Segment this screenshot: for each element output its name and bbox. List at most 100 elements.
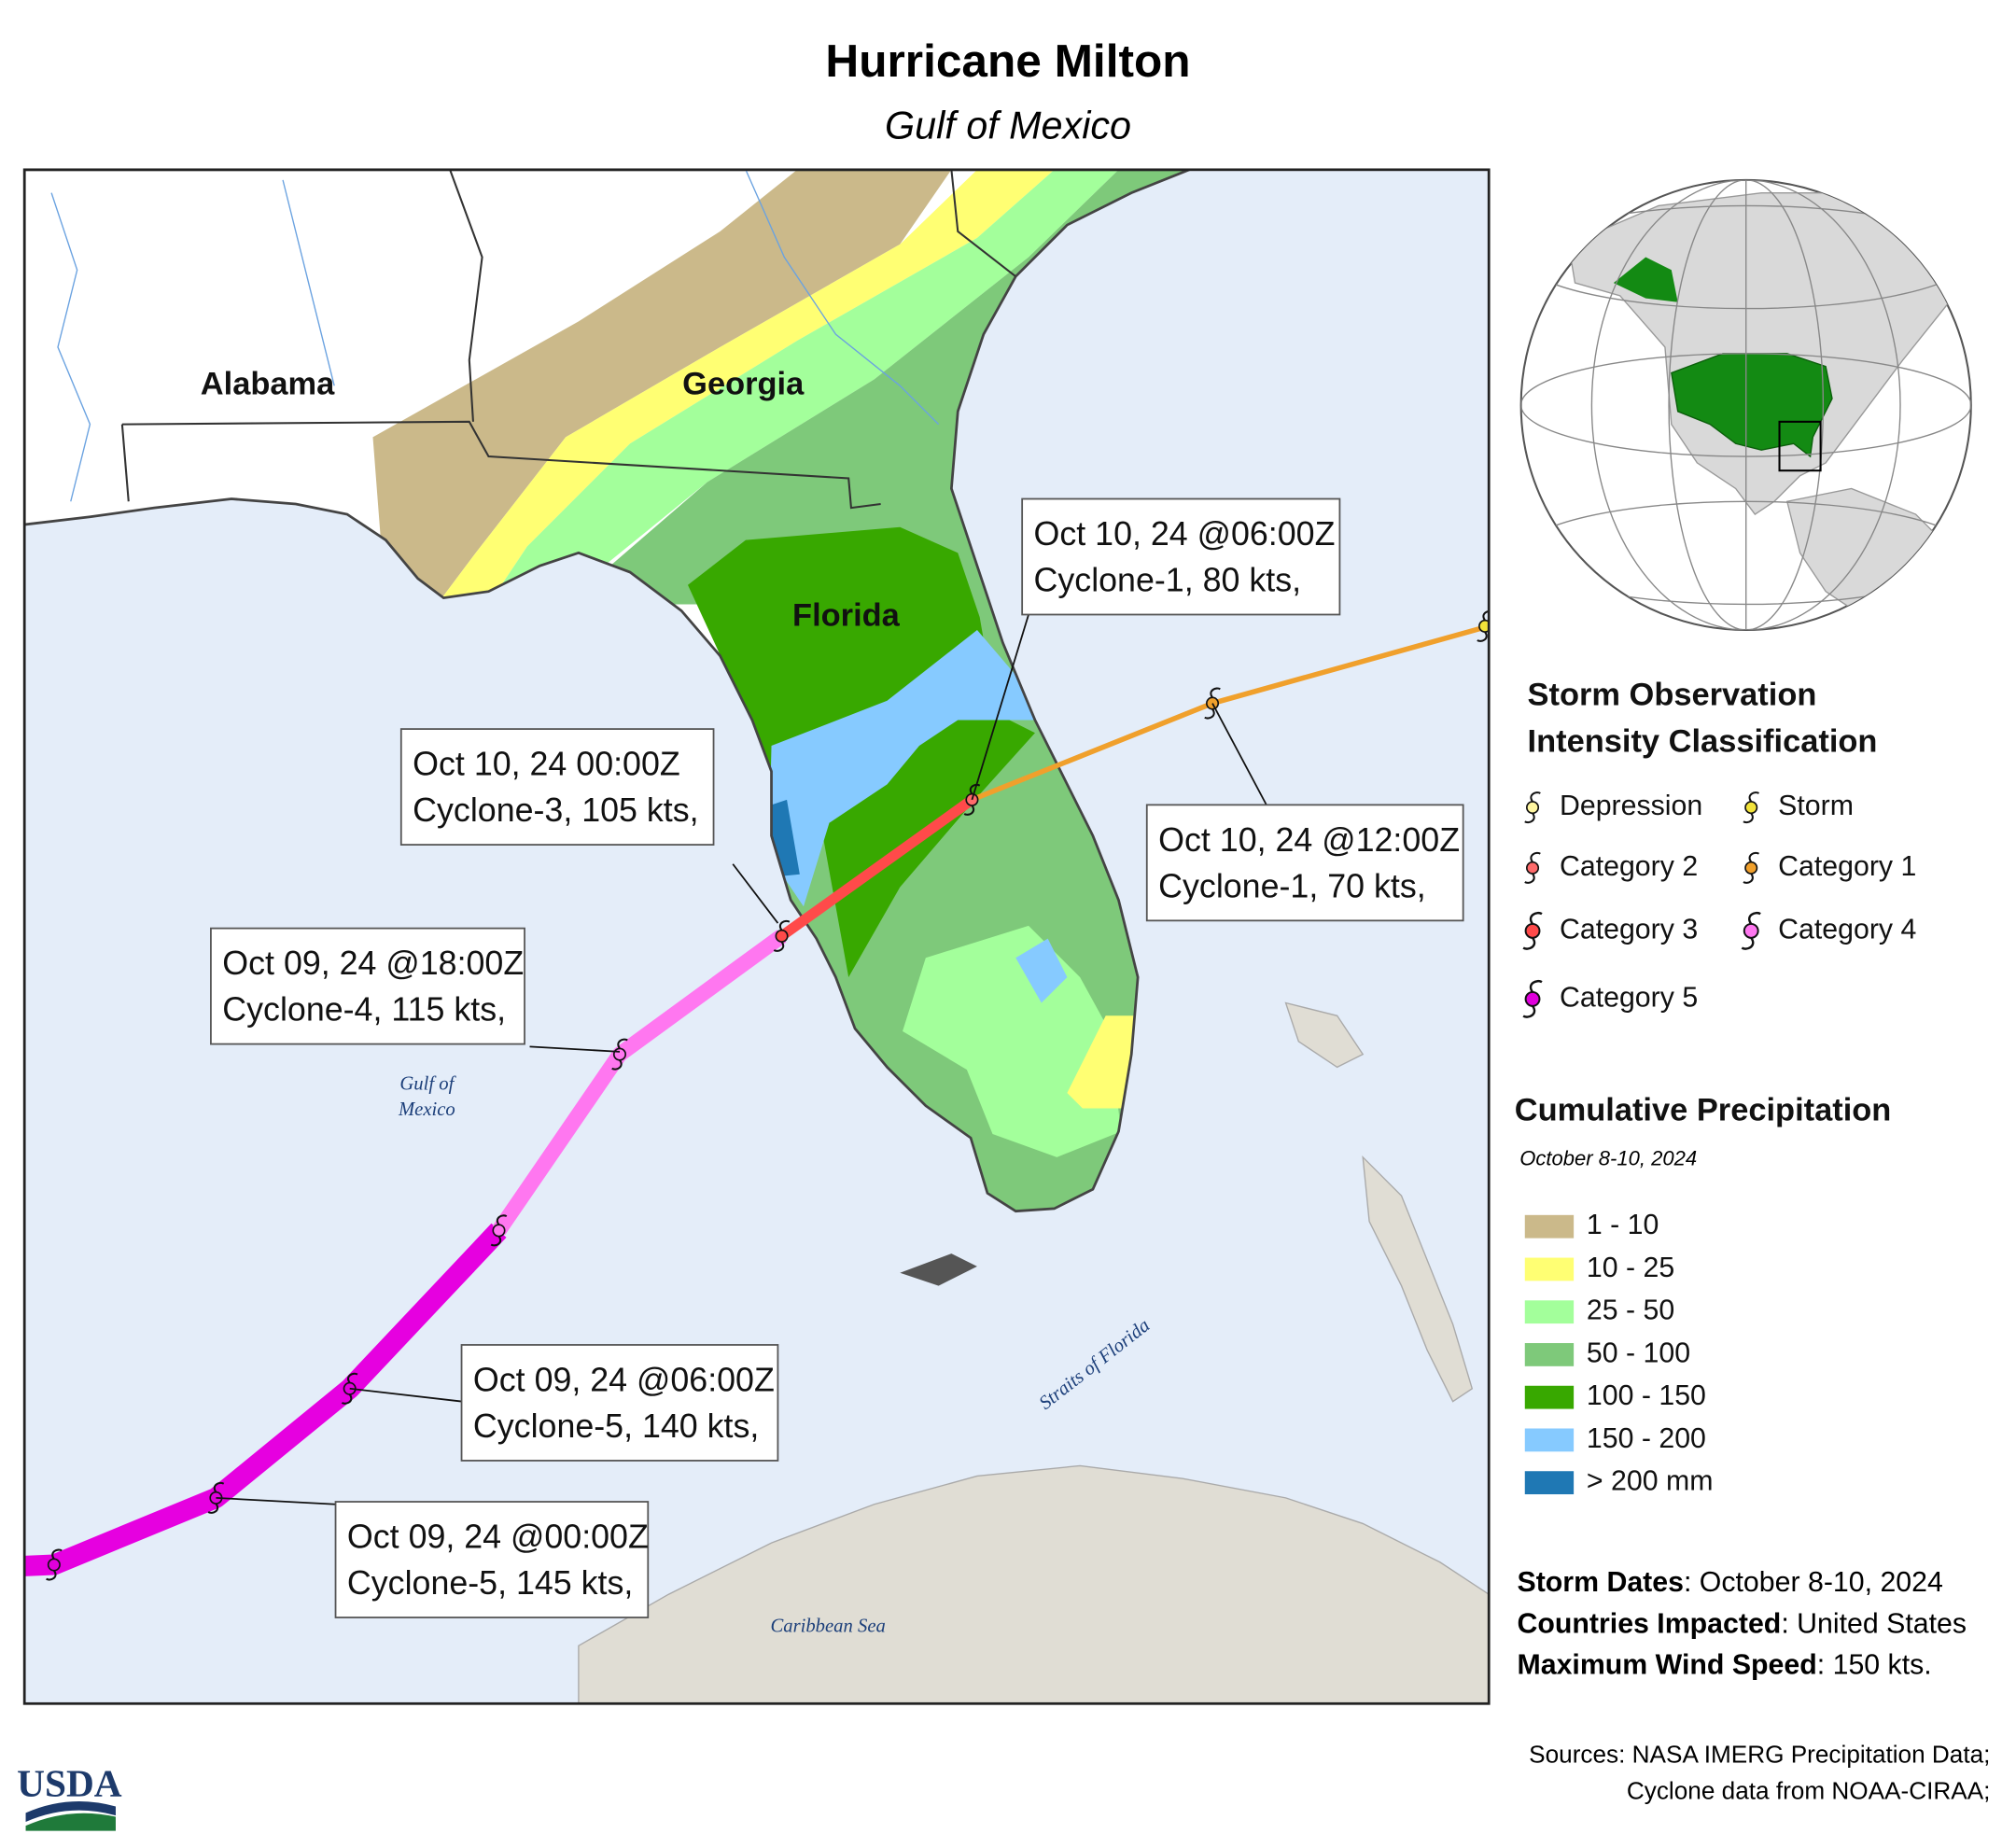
river	[745, 169, 940, 426]
state-label: Georgia	[682, 366, 805, 401]
bahamas	[1284, 1001, 1365, 1069]
cyclone-icon	[46, 1548, 63, 1581]
cuba	[578, 1464, 1490, 1704]
title: Hurricane Milton	[825, 35, 1190, 87]
icon-arm	[963, 805, 975, 816]
info-key: Maximum Wind Speed	[1518, 1649, 1817, 1680]
legend-label: Depression	[1560, 791, 1702, 821]
icon-arm	[1524, 873, 1535, 884]
legend-swatch	[1524, 1214, 1575, 1239]
track-points	[46, 609, 1490, 1581]
cyclone-icon	[207, 1481, 225, 1514]
legend-label: 1 - 10	[1587, 1210, 1659, 1240]
water-label: Mexico	[398, 1099, 455, 1120]
info-value: : United States	[1781, 1608, 1967, 1639]
icon-arm	[611, 1059, 623, 1071]
usda-logo: USDA	[17, 1761, 122, 1831]
icon-core	[1744, 801, 1758, 815]
water-label: Caribbean Sea	[770, 1617, 885, 1637]
locator-globe	[1519, 178, 1972, 632]
icon-arm	[778, 919, 791, 931]
legend-label: > 200 mm	[1587, 1466, 1714, 1497]
precip-zone	[903, 925, 1122, 1157]
legend-swatch	[1524, 1428, 1575, 1452]
icon-arm	[1204, 708, 1215, 720]
state-border	[950, 169, 1016, 277]
legend-swatch	[1524, 1257, 1575, 1281]
info-key: Storm Dates	[1518, 1567, 1684, 1598]
legend-label: 150 - 200	[1587, 1423, 1706, 1454]
icon-arm	[46, 1570, 57, 1581]
track-cat3	[778, 795, 975, 941]
annotation-detail: Cyclone-1, 70 kts,	[1158, 867, 1425, 904]
legend-swatch	[1524, 1385, 1575, 1409]
annotation-time: Oct 10, 24 @12:00Z	[1158, 821, 1460, 859]
icon-core	[47, 1558, 61, 1572]
annotation-detail: Cyclone-4, 115 kts,	[222, 991, 506, 1029]
legend-label: Storm	[1778, 791, 1854, 821]
legend-swatch	[1524, 1300, 1575, 1324]
storm-info: Maximum Wind Speed: 150 kts.	[1518, 1649, 1932, 1680]
cyclone-icon	[1524, 851, 1541, 884]
cyclone-icon	[1477, 609, 1490, 642]
legend-title: Storm Observation	[1528, 678, 1817, 713]
precip-zone	[1015, 938, 1068, 1003]
icon-arm	[617, 1038, 628, 1050]
logo-text: USDA	[17, 1761, 122, 1804]
icon-core	[1743, 922, 1759, 939]
precip-zone	[372, 169, 952, 605]
state-border	[120, 424, 130, 502]
legend-label: 100 - 150	[1587, 1380, 1706, 1411]
annotation-box	[210, 927, 525, 1045]
legend-label: Category 3	[1560, 914, 1698, 945]
icon-arm	[1743, 873, 1754, 884]
icon-arm	[51, 1548, 63, 1560]
legend-subtitle: October 8-10, 2024	[1519, 1146, 1697, 1169]
map-frame	[22, 168, 1491, 1705]
state-label: Florida	[792, 597, 901, 633]
icon-arm	[1522, 937, 1536, 950]
icon-arm	[347, 1372, 358, 1384]
cyclone-icon	[490, 1214, 508, 1247]
icon-arm	[490, 1235, 502, 1247]
info-value: : 150 kts.	[1817, 1649, 1932, 1680]
annotation-time: Oct 09, 24 @18:00Z	[222, 945, 524, 982]
state-border	[449, 169, 483, 422]
cyclone-icon	[1522, 911, 1543, 950]
precip-zone	[768, 630, 1035, 907]
state-border	[121, 420, 881, 510]
icon-arm	[1477, 631, 1488, 642]
leader-line	[216, 1496, 336, 1505]
annotation-detail: Cyclone-5, 145 kts,	[347, 1564, 633, 1602]
leader-line	[349, 1387, 462, 1403]
river	[282, 179, 335, 386]
annotation-box	[460, 1344, 779, 1462]
icon-core	[1524, 990, 1541, 1007]
leader-line	[971, 614, 1029, 801]
icon-arm	[1748, 791, 1760, 803]
water-label: Gulf of	[399, 1073, 456, 1094]
cyclone-icon	[773, 919, 791, 952]
state-label: Alabama	[201, 366, 335, 401]
legend-swatch	[1524, 1471, 1575, 1495]
icon-core	[1524, 922, 1541, 939]
legend-label: 50 - 100	[1587, 1337, 1690, 1368]
annotation-time: Oct 10, 24 00:00Z	[413, 745, 680, 782]
icon-arm	[773, 941, 785, 952]
info-value: : October 8-10, 2024	[1684, 1567, 1943, 1598]
icon-arm	[1522, 1005, 1536, 1018]
cyclone-icon	[1741, 911, 1761, 950]
precip-zone	[488, 169, 1119, 605]
storm-info: Storm Dates: October 8-10, 2024	[1518, 1567, 1943, 1598]
icon-arm	[1210, 687, 1221, 698]
icon-arm	[1741, 937, 1755, 950]
annotation-detail: Cyclone-3, 105 kts,	[413, 791, 698, 829]
icon-arm	[1529, 911, 1543, 925]
icon-arm	[1530, 791, 1541, 803]
icon-core	[492, 1224, 506, 1238]
bahamas	[1362, 1155, 1474, 1403]
sources: Cyclone data from NOAA-CIRAA;	[1627, 1776, 1991, 1804]
annotation-time: Oct 09, 24 @00:00Z	[347, 1518, 649, 1555]
cyclone-icon	[1743, 791, 1760, 824]
